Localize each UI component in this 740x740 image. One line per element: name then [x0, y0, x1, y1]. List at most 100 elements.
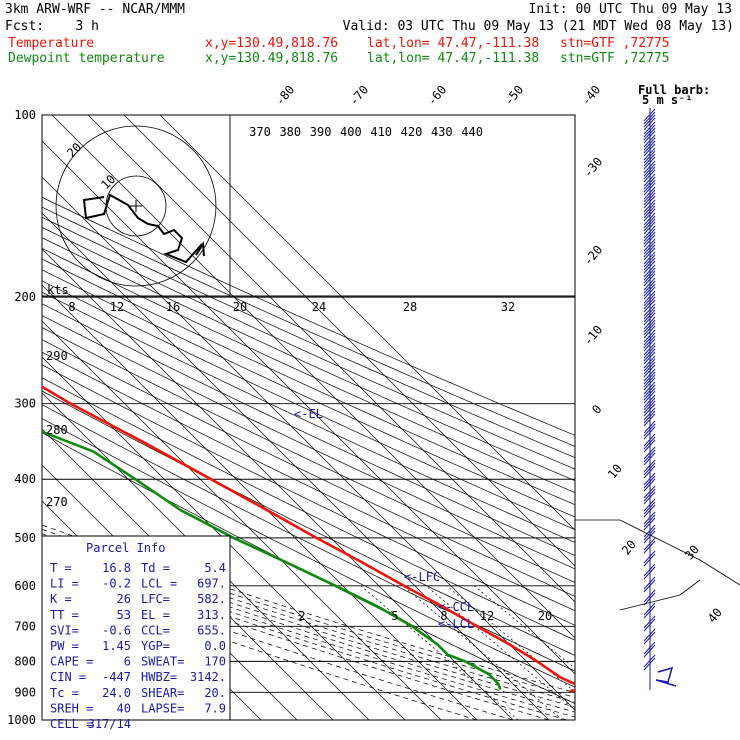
wind-barb: [643, 299, 656, 313]
wind-barb: [643, 488, 656, 502]
parcel-field-value: 53: [117, 608, 131, 622]
isotherm-line: [42, 140, 575, 675]
dry-adiabat-line: [42, 303, 575, 556]
wind-barb: [643, 371, 656, 385]
wind-barb: [643, 111, 656, 125]
wind-barb: [643, 186, 656, 200]
dry-adiabat-line: [42, 327, 575, 583]
wind-barb: [643, 657, 656, 671]
dry-adiabat-line: [42, 258, 575, 506]
mixing-ratio-label: 8: [440, 609, 447, 623]
isotherm-label: 10: [605, 461, 625, 481]
isotherm-label: 40: [705, 605, 725, 625]
dry-adiabat-line: [42, 206, 575, 447]
isotherm-line: [51, 115, 575, 639]
wind-barb: [643, 413, 656, 427]
wind-barb: [643, 517, 656, 531]
profile-lines: [42, 385, 575, 693]
wind-barb: [643, 244, 656, 258]
wind-barb: [643, 644, 656, 658]
parcel-field-label: HWBZ=: [141, 670, 177, 684]
parcel-field-value: 6: [124, 655, 131, 669]
moist-adiabat-line: [42, 533, 575, 703]
moist-adiabat-label: 430: [431, 125, 453, 139]
wind-barb: [643, 397, 656, 411]
level-marker: <-EL: [294, 407, 323, 421]
init-time: Init: 00 UTC Thu 09 May 13: [528, 2, 733, 17]
pressure-label: 700: [14, 619, 36, 633]
parcel-field-value: 170: [204, 655, 226, 669]
wind-barb: [643, 127, 656, 141]
isotherm-label: -30: [581, 155, 606, 181]
hodograph-speed-label: 28: [403, 300, 417, 314]
wind-barb: [643, 160, 656, 174]
parcel-field-value: 7.9: [204, 701, 226, 715]
wind-barb: [643, 485, 656, 499]
moist-adiabat-label: 390: [310, 125, 332, 139]
parcel-field-value: 5.4: [204, 561, 226, 575]
moist-adiabat-label: 380: [279, 125, 301, 139]
parcel-field-label: YGP=: [141, 639, 170, 653]
wind-barb: [643, 293, 656, 307]
parcel-field-value: 1.45: [102, 639, 131, 653]
wind-barb: [643, 114, 656, 128]
dewpoint-latlon: lat,lon= 47.47,-111.38: [367, 51, 540, 66]
parcel-box-frame: [41, 535, 231, 721]
parcel-field-value: 0.0: [204, 639, 226, 653]
wind-barb: [643, 361, 656, 375]
wind-barb: [643, 231, 656, 245]
wind-barb: [643, 459, 656, 473]
hodograph-kts-label: kts: [47, 283, 69, 297]
dry-adiabat-line: [42, 247, 575, 494]
isotherm-label: -40: [579, 83, 604, 109]
parcel-field-label: SVI=: [50, 623, 79, 637]
isotherm-label: -80: [273, 83, 298, 109]
mixing-ratio-label: 5: [391, 609, 398, 623]
isotherm-line: [42, 212, 550, 720]
dry-adiabat-line: [42, 351, 575, 612]
wind-barb: [643, 212, 656, 226]
wind-barb: [643, 400, 656, 414]
wind-barb: [643, 527, 656, 541]
wind-barb: [643, 267, 656, 281]
pressure-label: 600: [14, 579, 36, 593]
wind-barb: [643, 218, 656, 232]
wind-barb: [643, 254, 656, 268]
parcel-field-label: LFC=: [141, 592, 170, 606]
isotherm-line: [159, 115, 575, 531]
wind-barb: [643, 589, 656, 603]
hodograph-speed-label: 8: [68, 300, 75, 314]
wind-barb: [643, 491, 656, 505]
wind-barb: [643, 247, 656, 261]
moist-adiabat-label: 420: [401, 125, 423, 139]
wind-barb: [643, 420, 656, 434]
wind-barb: [643, 205, 656, 219]
wind-barb: [643, 566, 656, 580]
moist-adiabat-label: 410: [370, 125, 392, 139]
pressure-label: 500: [14, 531, 36, 545]
wind-barb: [643, 355, 656, 369]
level-marker: <-LCL: [438, 617, 474, 631]
wind-barb: [643, 169, 656, 183]
dry-adiabat-line: [42, 404, 575, 672]
parcel-field-label: SHEAR=: [141, 686, 184, 700]
wind-barb: [643, 108, 656, 122]
wind-barb: [643, 524, 656, 538]
hodograph-trace: [82, 193, 203, 264]
wind-barb: [643, 452, 656, 466]
moist-adiabat-label: 400: [340, 125, 362, 139]
wind-barb: [643, 163, 656, 177]
parcel-field-value: 26: [117, 592, 131, 606]
parcel-field-label: CAPE =: [50, 655, 93, 669]
dry-adiabat-label: 280: [46, 423, 68, 437]
isotherm-label: -10: [581, 323, 606, 349]
wind-barb: [643, 410, 656, 424]
wind-barb: [643, 358, 656, 372]
dry-adiabat-line: [42, 280, 575, 530]
isotherm-label: 0: [589, 402, 604, 417]
parcel-field-label: SWEAT=: [141, 655, 184, 669]
pressure-label: 400: [14, 472, 36, 486]
isotherm-line: [42, 428, 334, 720]
wind-barb: [643, 364, 656, 378]
parcel-field-value: 20.: [204, 686, 226, 700]
